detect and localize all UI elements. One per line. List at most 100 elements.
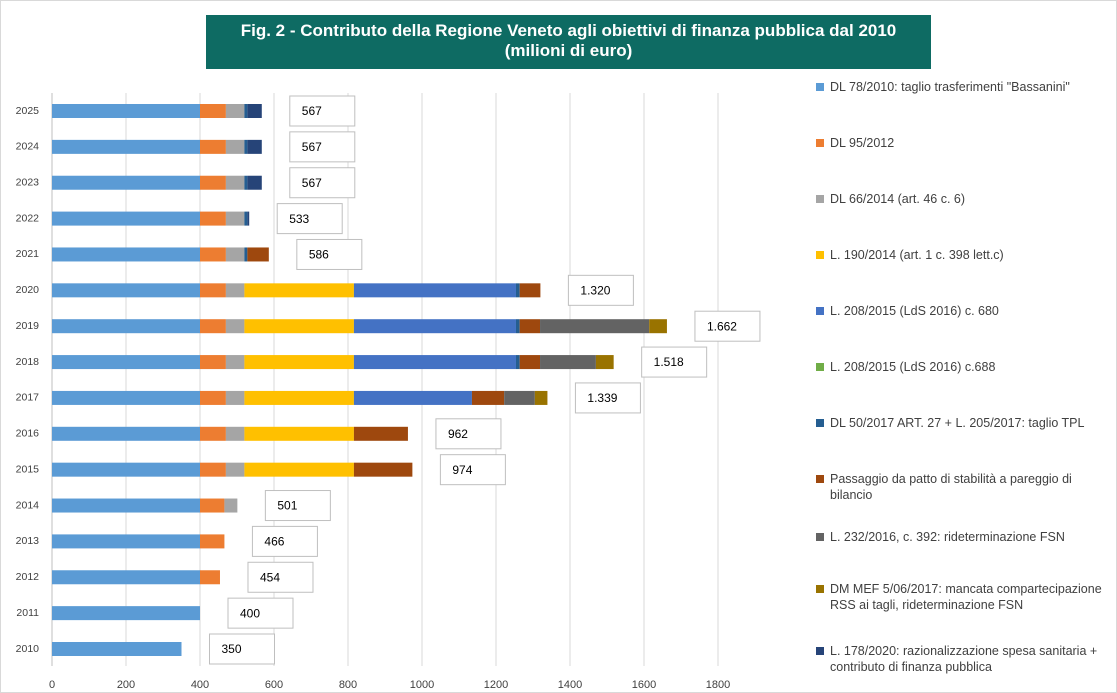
bar-segment xyxy=(225,319,245,334)
bar-segment xyxy=(247,247,269,262)
chart-title-box: Fig. 2 - Contributo della Regione Veneto… xyxy=(206,15,931,69)
data-label: 567 xyxy=(302,140,322,154)
x-tick-label: 400 xyxy=(191,679,209,691)
bar-segment xyxy=(52,570,200,585)
bar-segment xyxy=(200,247,226,262)
data-label: 567 xyxy=(302,104,322,118)
bar-segment xyxy=(200,498,225,513)
y-tick-label: 2020 xyxy=(16,284,40,296)
bar-segment xyxy=(244,283,354,298)
bar-segment xyxy=(353,426,408,441)
bar-segment xyxy=(52,534,200,549)
bar-segment xyxy=(244,462,354,477)
data-label-box xyxy=(289,131,356,163)
bar-segment xyxy=(247,104,262,118)
data-label: 1.320 xyxy=(580,284,610,298)
bar-segment xyxy=(200,283,226,298)
bar-segment xyxy=(649,319,667,334)
legend-item: L. 190/2014 (art. 1 c. 398 lett.c) xyxy=(816,247,1111,263)
bar-segment xyxy=(244,426,354,441)
bar-segment xyxy=(52,355,200,370)
bar-segment xyxy=(534,390,548,405)
bar-segment xyxy=(225,390,245,405)
bar-segment xyxy=(244,247,248,262)
bar-segment xyxy=(52,211,200,226)
legend-item: DL 50/2017 ART. 27 + L. 205/2017: taglio… xyxy=(816,415,1111,431)
bar-segment xyxy=(52,390,200,405)
chart-subtitle: (milioni di euro) xyxy=(504,41,633,60)
bar-segment xyxy=(353,319,516,334)
legend-item: DL 78/2010: taglio trasferimenti "Bassan… xyxy=(816,79,1111,95)
data-label: 1.339 xyxy=(587,391,617,405)
legend-item: DM MEF 5/06/2017: mancata compartecipazi… xyxy=(816,581,1111,613)
legend-swatch xyxy=(816,475,824,483)
bar-segment xyxy=(244,390,354,405)
legend-item: DL 66/2014 (art. 46 c. 6) xyxy=(816,191,1111,207)
legend-swatch xyxy=(816,533,824,541)
bar-segment xyxy=(225,355,245,370)
legend-swatch xyxy=(816,363,824,371)
bar-segment xyxy=(200,355,226,370)
bar-segment xyxy=(244,355,354,370)
data-label: 586 xyxy=(309,248,329,262)
bar-segment xyxy=(225,283,245,298)
legend-item: Passaggio da patto di stabilità a paregg… xyxy=(816,471,1111,503)
y-tick-label: 2021 xyxy=(16,248,40,260)
data-label: 962 xyxy=(448,427,468,441)
legend-label: DM MEF 5/06/2017: mancata compartecipazi… xyxy=(830,582,1102,612)
data-label-box xyxy=(264,490,331,522)
y-tick-label: 2025 xyxy=(16,105,40,117)
x-tick-label: 1200 xyxy=(484,679,508,691)
x-tick-label: 1400 xyxy=(558,679,582,691)
data-label-box xyxy=(296,238,363,270)
x-tick-label: 0 xyxy=(49,679,55,691)
bar-segment xyxy=(353,283,516,298)
bar-segment xyxy=(515,319,520,334)
bar-segment xyxy=(244,139,248,154)
bar-segment xyxy=(225,104,245,118)
data-label: 501 xyxy=(277,499,297,513)
y-tick-label: 2012 xyxy=(16,571,40,583)
data-label-box xyxy=(209,633,275,665)
data-label: 1.518 xyxy=(654,355,684,369)
bar-segment xyxy=(52,319,200,334)
legend-label: L. 208/2015 (LdS 2016) c. 680 xyxy=(830,304,999,318)
bar-segment xyxy=(247,139,262,154)
legend-swatch xyxy=(816,307,824,315)
y-tick-label: 2016 xyxy=(16,428,40,440)
chart-title: Fig. 2 - Contributo della Regione Veneto… xyxy=(240,21,897,40)
bar-segment xyxy=(200,139,226,154)
bar-segment xyxy=(540,319,650,334)
data-label: 533 xyxy=(289,212,309,226)
legend-label: L. 190/2014 (art. 1 c. 398 lett.c) xyxy=(830,248,1004,262)
y-tick-label: 2023 xyxy=(16,177,40,189)
bar-segment xyxy=(244,104,248,118)
legend-swatch xyxy=(816,83,824,91)
data-label-box xyxy=(694,310,761,342)
legend-swatch xyxy=(816,195,824,203)
bar-segment xyxy=(225,139,245,154)
bar-segment xyxy=(244,319,354,334)
bar-segment xyxy=(247,211,250,226)
legend-swatch xyxy=(816,251,824,259)
bar-segment xyxy=(225,175,245,190)
y-tick-label: 2024 xyxy=(16,141,40,153)
bar-segment xyxy=(244,175,248,190)
data-label-box xyxy=(227,597,294,629)
bar-segment xyxy=(52,462,200,477)
data-label: 567 xyxy=(302,176,322,190)
legend-item: DL 95/2012 xyxy=(816,135,1111,151)
bar-segment xyxy=(52,426,200,441)
bar-segment xyxy=(540,355,596,370)
x-tick-label: 1600 xyxy=(632,679,656,691)
bar-segment xyxy=(200,534,225,549)
bar-segment xyxy=(519,319,541,334)
legend-label: DL 50/2017 ART. 27 + L. 205/2017: taglio… xyxy=(830,416,1085,430)
data-label-box xyxy=(276,203,343,235)
bar-segment xyxy=(52,139,200,154)
legend-label: DL 78/2010: taglio trasferimenti "Bassan… xyxy=(830,80,1070,94)
legend-item: L. 178/2020: razionalizzazione spesa san… xyxy=(816,643,1111,675)
legend-item: L. 232/2016, c. 392: rideterminazione FS… xyxy=(816,529,1111,545)
